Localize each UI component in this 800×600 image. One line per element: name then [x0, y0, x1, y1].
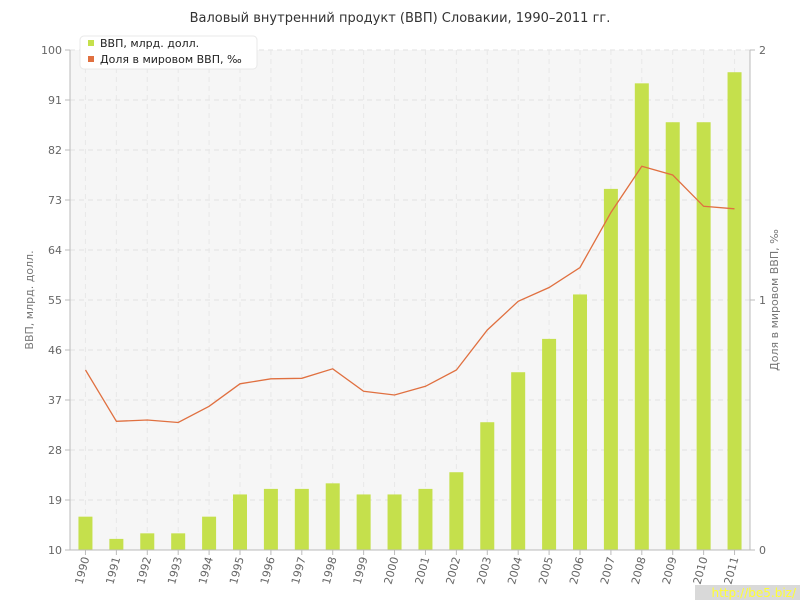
bar-series: [78, 72, 742, 550]
bar[interactable]: [387, 494, 402, 550]
bar[interactable]: [449, 472, 464, 550]
y-axis-label: ВВП, млрд. долл.: [23, 250, 36, 349]
chart-title: Валовый внутренний продукт (ВВП) Словаки…: [190, 11, 611, 26]
bar[interactable]: [480, 422, 495, 550]
bar[interactable]: [356, 494, 371, 550]
bar[interactable]: [511, 372, 526, 550]
y-ticks-right: 0 1 2: [750, 44, 766, 557]
bar[interactable]: [696, 122, 711, 550]
bar[interactable]: [140, 533, 155, 550]
y2-tick-label: 0: [759, 544, 766, 557]
legend-swatch-gdp: [88, 40, 94, 46]
y-tick-label: 82: [48, 144, 62, 157]
y-tick-label: 28: [48, 444, 62, 457]
watermark-link[interactable]: http://be5.biz/: [711, 586, 796, 600]
legend-label-gdp[interactable]: ВВП, млрд. долл.: [100, 37, 199, 50]
legend[interactable]: ВВП, млрд. долл. Доля в мировом ВВП, ‰: [79, 35, 258, 70]
y-tick-label: 10: [48, 544, 62, 557]
bar[interactable]: [573, 294, 587, 550]
legend-box: [79, 35, 258, 70]
bar[interactable]: [294, 488, 309, 550]
legend-label-share[interactable]: Доля в мировом ВВП, ‰: [100, 53, 242, 66]
y-tick-label: 37: [48, 394, 62, 407]
bar[interactable]: [202, 516, 217, 550]
bar[interactable]: [665, 122, 680, 550]
y-tick-label: 46: [48, 344, 62, 357]
bar[interactable]: [171, 533, 186, 550]
legend-swatch-share: [88, 56, 94, 62]
bar[interactable]: [109, 538, 124, 550]
y-tick-label: 55: [48, 294, 62, 307]
y-tick-label: 19: [48, 494, 62, 507]
bar[interactable]: [263, 488, 278, 550]
y2-tick-label: 2: [759, 44, 766, 57]
y-tick-label: 73: [48, 194, 62, 207]
y-tick-label: 91: [48, 94, 62, 107]
watermark-background: [695, 585, 800, 600]
bar[interactable]: [78, 516, 93, 550]
share-line: [84, 165, 735, 424]
bar[interactable]: [542, 338, 557, 550]
y-ticks-left: 10 19 28 37 46 55 64 73 82 91 100: [41, 44, 70, 557]
bar[interactable]: [233, 494, 247, 550]
bar[interactable]: [603, 188, 618, 550]
bar[interactable]: [634, 83, 649, 550]
bar[interactable]: [727, 72, 742, 550]
y2-tick-label: 1: [759, 294, 766, 307]
bar[interactable]: [418, 488, 433, 550]
y-tick-label: 64: [48, 244, 62, 257]
y2-axis-label: Доля в мировом ВВП, ‰: [768, 229, 781, 371]
bar[interactable]: [325, 483, 340, 550]
y-tick-label: 100: [41, 44, 62, 57]
